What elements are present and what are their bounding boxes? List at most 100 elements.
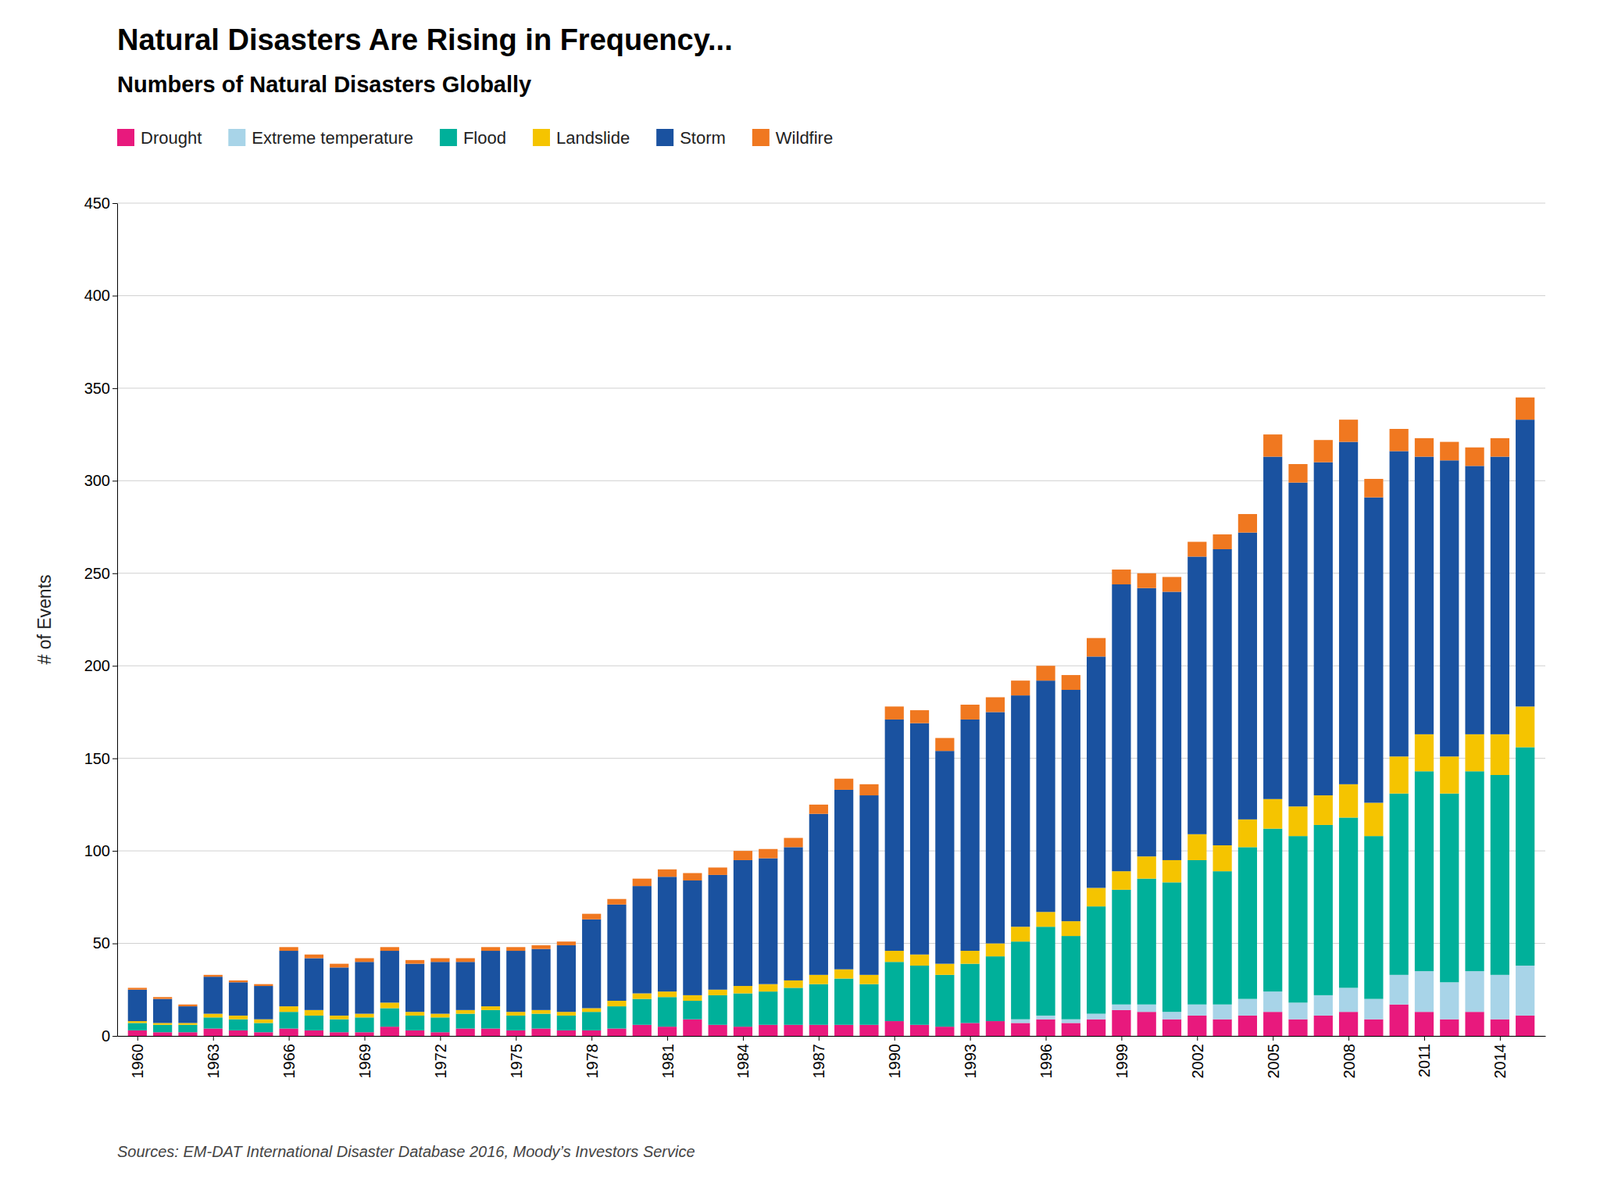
bar [1414, 457, 1434, 735]
bar [456, 1014, 475, 1029]
bar [1212, 534, 1232, 550]
bar [682, 1019, 702, 1036]
bar [531, 945, 550, 950]
tick-mark [970, 1035, 972, 1041]
bar [1314, 995, 1333, 1016]
bar [1061, 935, 1081, 1020]
bar [1414, 771, 1434, 972]
bar [153, 1032, 172, 1036]
bar [128, 989, 147, 1022]
bar [783, 1025, 803, 1036]
tick-label: 1975 [507, 1043, 525, 1079]
bar [304, 954, 324, 959]
bar [632, 878, 652, 886]
bar [1339, 442, 1358, 785]
bar [329, 967, 349, 1016]
bar [1137, 1004, 1157, 1012]
tick: 100 [84, 842, 118, 860]
bar [708, 875, 728, 990]
tick: 1966 [280, 1035, 298, 1079]
bar [657, 996, 677, 1027]
series [128, 419, 1536, 1023]
tick-label: 1966 [280, 1043, 298, 1079]
bar [1162, 882, 1182, 1012]
bar [1263, 799, 1283, 829]
bar [910, 710, 929, 724]
bar [809, 804, 829, 815]
bar [1464, 447, 1484, 467]
bar [960, 704, 980, 720]
bar [1061, 1022, 1081, 1036]
bar [430, 961, 450, 1014]
bar [960, 1022, 980, 1036]
tick: 1987 [810, 1035, 828, 1079]
bar [203, 976, 223, 1014]
bar [481, 1010, 500, 1029]
bar [531, 1028, 550, 1036]
bar [279, 1011, 299, 1029]
bar [557, 1015, 576, 1031]
bar [1010, 1022, 1030, 1036]
bar [1010, 695, 1030, 927]
bar [1515, 746, 1535, 966]
bar [859, 795, 879, 975]
bar [506, 1030, 525, 1036]
bar [1263, 457, 1283, 800]
legend-item: Storm [656, 128, 726, 148]
bar [582, 914, 601, 920]
bar [1414, 1011, 1434, 1036]
bar [834, 789, 854, 970]
bar [304, 958, 324, 1011]
bar [1389, 450, 1409, 757]
legend-label: Flood [463, 128, 507, 148]
bar [834, 969, 854, 979]
bar [935, 975, 954, 1027]
bar [1490, 1019, 1510, 1036]
legend-swatch [439, 128, 458, 147]
bar [405, 1030, 425, 1036]
bar [1490, 734, 1510, 775]
bar [1490, 438, 1510, 458]
bar [1439, 793, 1459, 983]
bar [557, 945, 576, 1012]
bar [859, 984, 879, 1025]
bar [178, 1004, 197, 1007]
bar [279, 950, 299, 1007]
bar [809, 814, 829, 975]
bar [279, 1028, 299, 1036]
bar [1464, 465, 1484, 734]
bar [859, 975, 879, 985]
bar [1439, 460, 1459, 757]
tick: 2014 [1491, 1035, 1509, 1079]
bar [1035, 1019, 1055, 1036]
bar [1263, 828, 1283, 992]
tick-mark [818, 1035, 820, 1041]
tick-mark [894, 1035, 896, 1041]
bar [279, 1006, 299, 1012]
bar [1010, 941, 1030, 1019]
tick: 1963 [204, 1035, 222, 1079]
tick: 400 [84, 286, 118, 304]
bar [178, 1025, 197, 1033]
bars [128, 397, 1536, 1036]
bar [733, 1026, 753, 1036]
bar [708, 1025, 728, 1036]
tick: 1975 [507, 1035, 525, 1079]
bar [1288, 482, 1308, 808]
tick-label: 400 [84, 286, 111, 304]
bar [1414, 971, 1434, 1012]
bar [531, 1010, 550, 1015]
bar [1137, 856, 1157, 879]
bar [607, 899, 626, 905]
bar [960, 950, 980, 965]
bar [632, 993, 652, 1000]
bar [228, 1019, 248, 1031]
tick: 1972 [432, 1035, 450, 1079]
legend-swatch [117, 128, 135, 147]
plot: 0501001502002503003504004501960196319661… [34, 194, 1547, 1079]
bar [1061, 921, 1081, 936]
legend-swatch [656, 128, 674, 147]
bar [783, 838, 803, 848]
bar [1061, 675, 1081, 690]
bar [1111, 871, 1131, 890]
